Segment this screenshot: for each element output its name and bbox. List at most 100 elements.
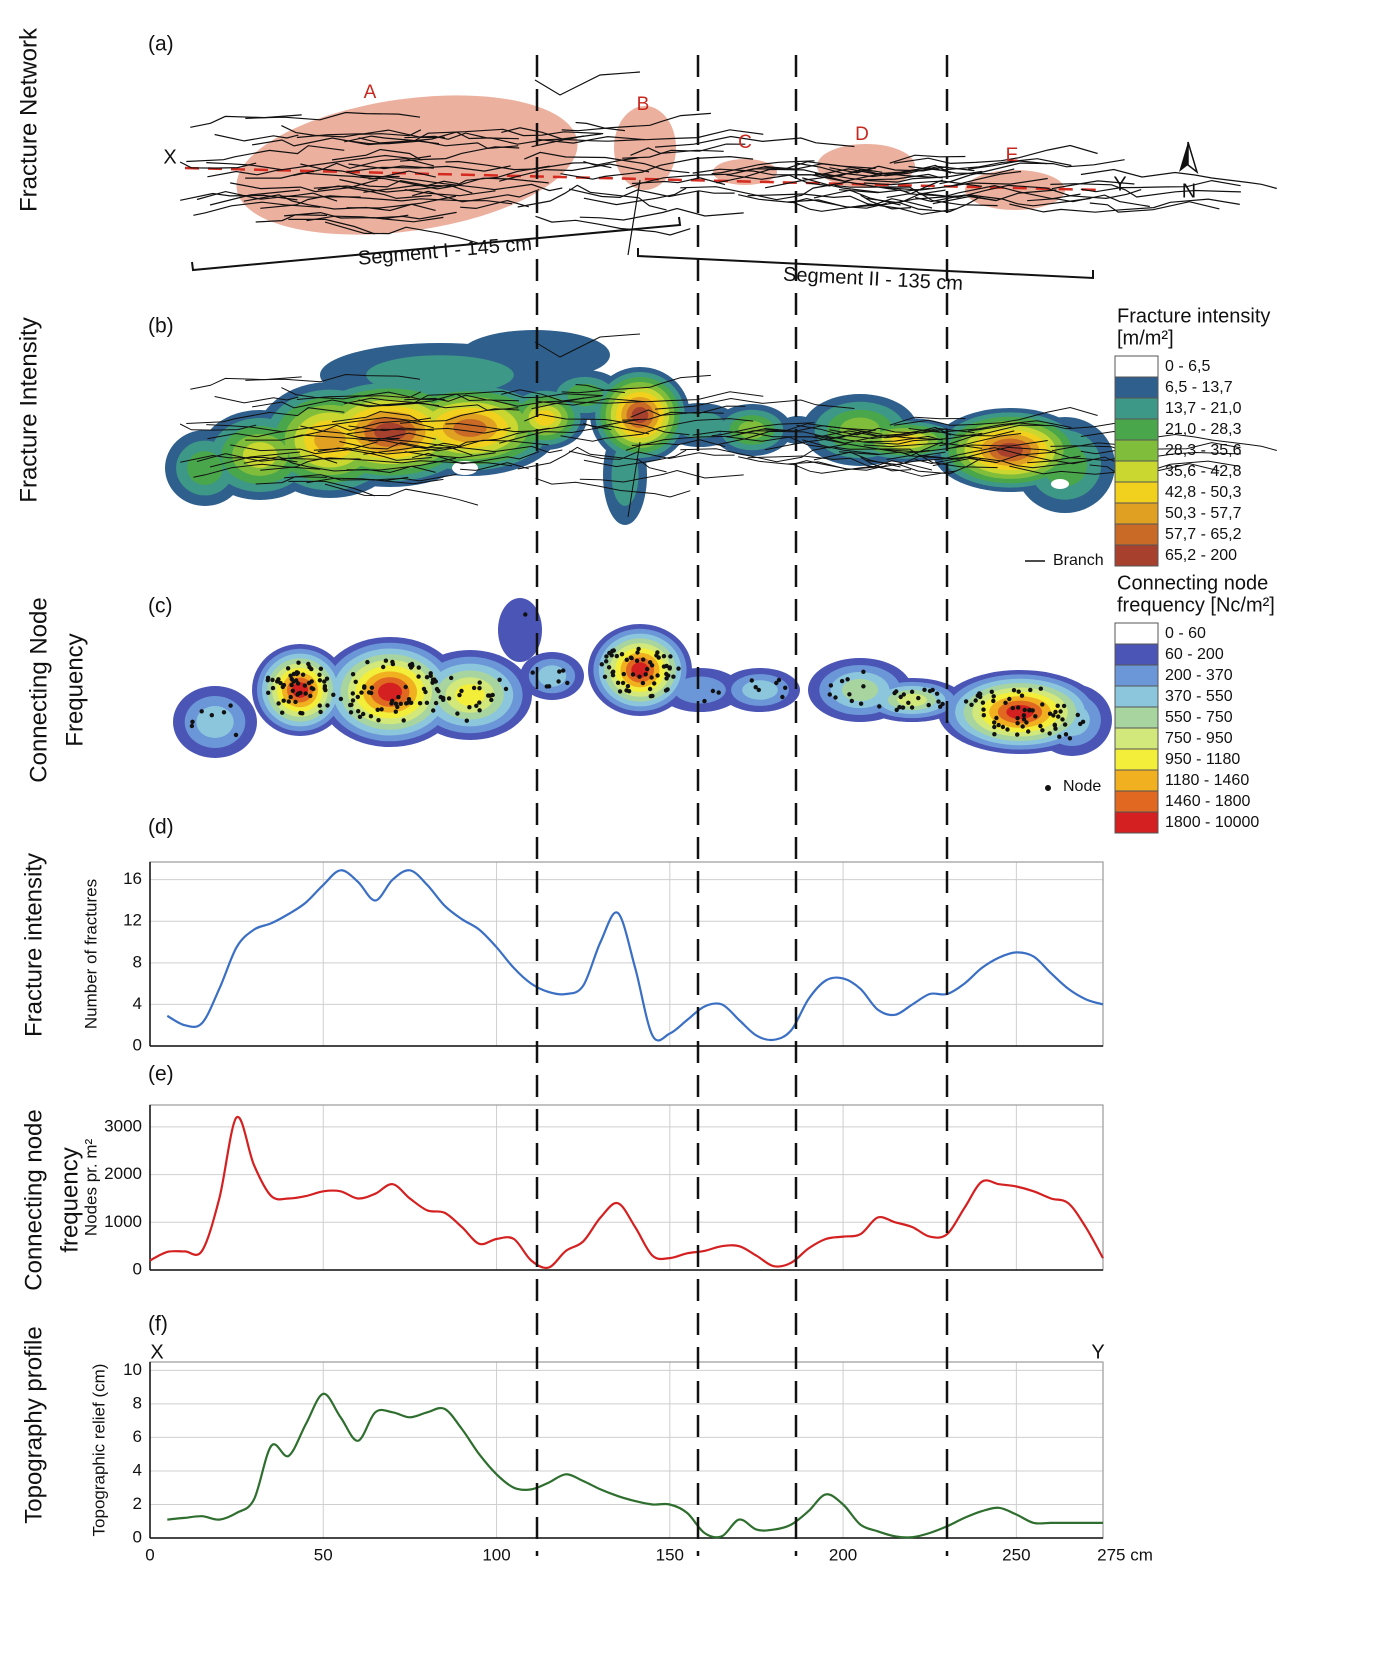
node [973, 698, 978, 703]
branch [538, 391, 764, 406]
fracture [622, 143, 746, 159]
node [640, 680, 646, 686]
node [710, 688, 716, 694]
node [1005, 727, 1010, 732]
branch [313, 446, 473, 456]
contour-band [841, 678, 879, 702]
node [379, 707, 384, 712]
node [936, 699, 941, 704]
branch [886, 447, 1081, 462]
y-tick-label: 16 [123, 869, 142, 888]
y-tick-label: 4 [133, 1460, 142, 1479]
legend-swatch [1114, 439, 1159, 462]
legend-label: 21,0 - 28,3 [1165, 421, 1242, 438]
legend-swatch [1114, 622, 1159, 645]
fracture [968, 160, 1048, 170]
fracture [255, 214, 328, 223]
node [189, 723, 195, 729]
node [398, 701, 403, 706]
branch [655, 397, 855, 410]
fracture [865, 196, 981, 213]
node [365, 659, 370, 665]
node [376, 718, 381, 723]
node [1040, 728, 1045, 733]
node [1067, 736, 1073, 741]
node [668, 654, 673, 659]
node [441, 695, 446, 701]
legend-swatch [1114, 790, 1159, 813]
branch [179, 423, 257, 431]
fracture [948, 170, 1022, 188]
fracture [538, 129, 764, 144]
fracture [863, 180, 982, 187]
node [647, 686, 653, 692]
node [1062, 722, 1068, 727]
node [464, 718, 469, 723]
panel-letter: (b) [148, 315, 174, 338]
boundary-lines [535, 55, 949, 1556]
node [348, 710, 354, 715]
node [877, 704, 882, 709]
node [303, 691, 308, 696]
node [894, 707, 899, 713]
legend-node-label: Node [1063, 778, 1101, 795]
node [302, 683, 308, 688]
branch [255, 476, 328, 485]
branch [763, 425, 883, 435]
node [649, 675, 654, 680]
segment-bracket [637, 248, 1094, 280]
node [459, 688, 464, 694]
fracture [209, 189, 301, 206]
zone-ellipse [713, 159, 777, 185]
node [922, 687, 927, 692]
node [544, 684, 549, 689]
node [992, 720, 997, 725]
node [1000, 724, 1006, 730]
node [1015, 721, 1020, 726]
branch [583, 419, 639, 428]
fracture [346, 165, 511, 173]
legend-swatch [1114, 643, 1159, 666]
branch [404, 451, 496, 459]
node [930, 687, 935, 693]
legend-label: 1460 - 1800 [1165, 793, 1251, 810]
legend-label: 750 - 950 [1165, 730, 1233, 747]
node [278, 680, 283, 686]
fracture [535, 215, 691, 236]
branch [631, 439, 726, 448]
branch [893, 406, 1098, 426]
branch [288, 480, 375, 497]
branch [625, 428, 780, 451]
node [1053, 726, 1058, 731]
node [300, 672, 306, 677]
fracture [517, 184, 667, 211]
node [1051, 713, 1056, 718]
node [390, 698, 395, 703]
branch [306, 477, 444, 485]
branch [501, 389, 602, 402]
branch [245, 432, 436, 442]
branch [535, 477, 691, 498]
node [980, 700, 986, 705]
node-points [189, 612, 1086, 741]
legend-swatch [1114, 544, 1159, 567]
node [992, 732, 997, 737]
node [300, 711, 305, 716]
node [289, 682, 294, 688]
node [396, 694, 401, 700]
legend-swatch [1114, 481, 1159, 504]
branch [561, 374, 711, 394]
node [1007, 696, 1012, 702]
node [635, 650, 640, 655]
node [393, 701, 399, 706]
node [1047, 731, 1052, 736]
node [368, 714, 374, 719]
node [667, 666, 672, 671]
branch [531, 400, 645, 410]
fracture [625, 166, 780, 189]
legend-swatch [1114, 685, 1159, 708]
panel-letter: (c) [148, 595, 173, 618]
node [209, 713, 214, 718]
node [620, 680, 626, 686]
node [1053, 709, 1058, 715]
